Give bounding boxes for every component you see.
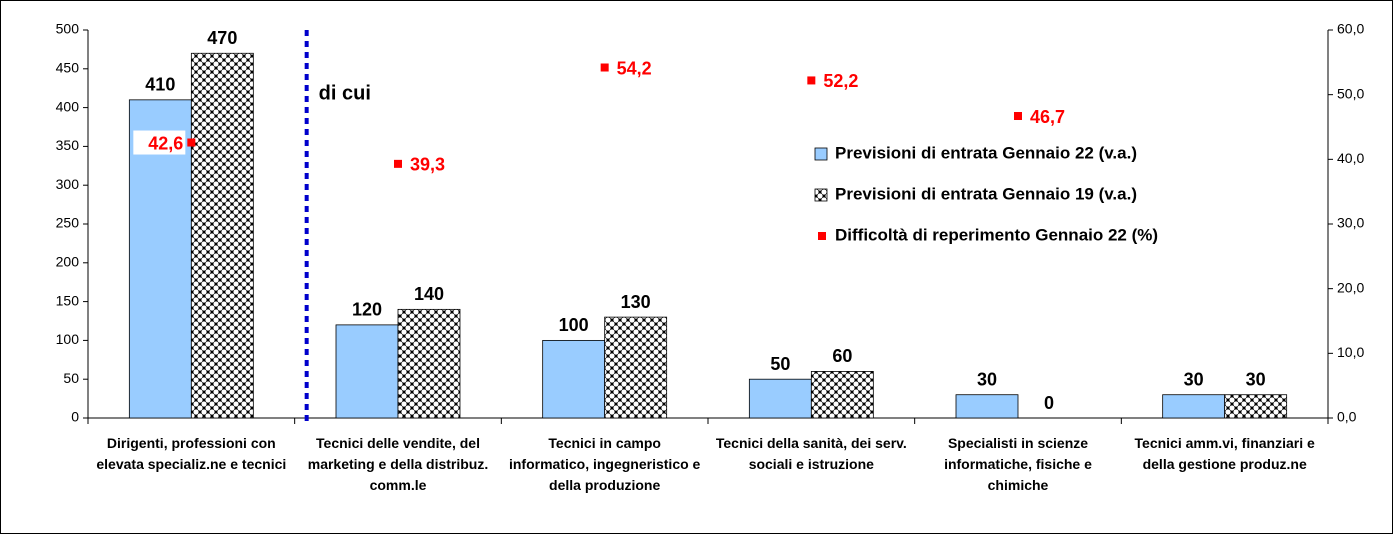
x-tick-label: Dirigenti, professioni con elevata specia… [96,435,286,472]
point [1014,112,1022,121]
y2-tick-label: 60,0 [1337,21,1364,37]
y2-tick-label: 30,0 [1337,215,1364,231]
y-tick-label: 100 [56,331,80,347]
bar-value-label: 30 [1246,369,1266,389]
y-tick-label: 350 [56,137,80,153]
bar [1224,394,1288,419]
y2-tick-label: 10,0 [1337,344,1364,360]
x-tick-label: Tecnici in campo informatico, ingegnerist… [509,435,701,493]
y-tick-label: 200 [56,254,80,270]
annotation: di cui [319,82,371,104]
point [394,159,402,168]
bar [190,52,254,419]
y2-tick-label: 0,0 [1337,409,1357,425]
bar [955,394,1019,419]
bar-value-label: 120 [352,300,382,320]
legend-swatch [814,147,828,161]
y-tick-label: 500 [56,21,80,37]
bar [748,378,812,419]
y-tick-label: 450 [56,60,80,76]
bar [810,371,874,419]
legend-label: Difficoltà di reperimento Gennaio 22 (%) [835,225,1158,244]
bar [542,339,606,419]
bar [604,316,668,419]
bar-value-label: 410 [145,75,175,95]
y2-tick-label: 20,0 [1337,279,1364,295]
point-value-label: 39,3 [410,155,445,175]
bar-value-label: 140 [414,284,444,304]
point-value-label: 42,6 [148,133,183,153]
bar-value-label: 130 [621,292,651,312]
legend-swatch [814,188,828,202]
y-tick-label: 250 [56,215,80,231]
bar-value-label: 470 [207,28,237,48]
y-tick-label: 300 [56,176,80,192]
point-value-label: 46,7 [1030,107,1065,127]
point [600,63,609,72]
label-bg [133,130,186,155]
point-value-label: 52,2 [823,71,858,91]
bar-value-label: 30 [977,369,997,389]
point-value-label: 54,2 [617,58,652,78]
y2-tick-label: 50,0 [1337,85,1364,101]
y2-tick-label: 40,0 [1337,150,1364,166]
x-tick-label: Tecnici amm.vi, finanziari e della gestio… [1135,435,1315,472]
legend-swatch [818,232,826,240]
bar-value-label: 0 [1044,393,1054,413]
bar [397,308,461,419]
y-tick-label: 150 [56,292,80,308]
x-tick-label: Tecnici delle vendite, del marketing e de… [308,435,489,493]
y-tick-label: 0 [71,409,79,425]
bar-value-label: 100 [559,315,589,335]
bar [335,324,399,419]
bar-value-label: 30 [1184,369,1204,389]
point [807,76,816,85]
legend-label: Previsioni di entrata Gennaio 22 (v.a.) [835,143,1137,162]
bar-value-label: 60 [832,346,852,366]
x-tick-label: Specialisti in scienze informatiche, fisi… [944,435,1092,493]
point [187,138,196,147]
y-tick-label: 400 [56,98,80,114]
x-tick-label: Tecnici della sanità, dei serv. sociali e… [716,435,907,472]
bar-value-label: 50 [770,354,790,374]
legend-label: Previsioni di entrata Gennaio 19 (v.a.) [835,184,1137,203]
bar [1162,394,1226,419]
y-tick-label: 50 [63,370,79,386]
